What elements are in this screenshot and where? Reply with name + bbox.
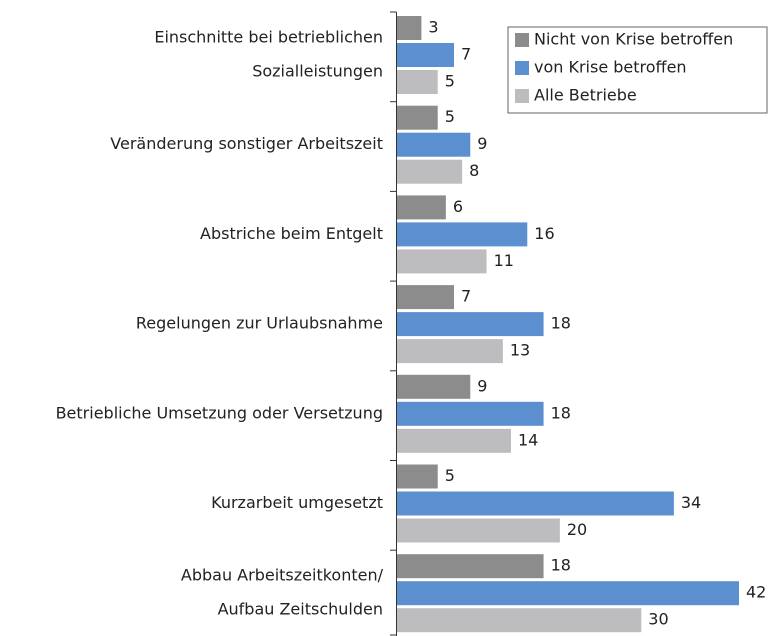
value-label: 3 xyxy=(428,18,438,37)
value-label: 30 xyxy=(648,610,668,629)
bar xyxy=(397,428,511,453)
legend-label: Alle Betriebe xyxy=(534,86,637,105)
bar xyxy=(397,608,642,633)
category-label: Abbau Arbeitszeitkonten/ xyxy=(181,566,384,585)
bar xyxy=(397,312,544,337)
value-label: 13 xyxy=(510,341,530,360)
category-label: Betriebliche Umsetzung oder Versetzung xyxy=(56,403,383,422)
value-label: 7 xyxy=(461,45,471,64)
legend-label: Nicht von Krise betroffen xyxy=(534,30,733,49)
bar xyxy=(397,249,487,274)
value-label: 18 xyxy=(551,314,571,333)
bar xyxy=(397,554,544,579)
category-label: Aufbau Zeitschulden xyxy=(218,600,383,619)
bar xyxy=(397,285,454,310)
value-label: 9 xyxy=(477,376,487,395)
bar xyxy=(397,491,674,516)
category-label: Veränderung sonstiger Arbeitszeit xyxy=(110,134,383,153)
bar xyxy=(397,374,471,399)
value-label: 34 xyxy=(681,493,701,512)
value-label: 16 xyxy=(534,224,554,243)
value-label: 6 xyxy=(453,197,463,216)
legend-swatch xyxy=(515,61,529,75)
legend-box xyxy=(507,26,768,114)
category-label: Abstriche beim Entgelt xyxy=(200,224,383,243)
value-label: 5 xyxy=(445,107,455,126)
bar xyxy=(397,195,446,220)
category-label: Sozialleistungen xyxy=(252,62,383,81)
bar xyxy=(397,16,422,40)
bar xyxy=(397,43,454,67)
category-label: Kurzarbeit umgesetzt xyxy=(211,493,383,512)
bar xyxy=(397,339,503,364)
bar xyxy=(397,222,528,247)
value-label: 11 xyxy=(494,251,514,270)
value-label: 42 xyxy=(746,583,766,602)
bar xyxy=(397,70,438,94)
value-label: 5 xyxy=(445,466,455,485)
bar xyxy=(397,159,463,184)
value-label: 9 xyxy=(477,134,487,153)
legend-swatch xyxy=(515,89,529,103)
legend-label: von Krise betroffen xyxy=(534,58,687,77)
value-label: 5 xyxy=(445,72,455,91)
category-label: Regelungen zur Urlaubsnahme xyxy=(136,314,383,333)
category-label: Einschnitte bei betrieblichen xyxy=(154,28,383,47)
value-label: 8 xyxy=(469,161,479,180)
bar xyxy=(397,132,471,157)
bar xyxy=(397,581,739,606)
value-label: 18 xyxy=(551,403,571,422)
value-label: 18 xyxy=(551,556,571,575)
bar xyxy=(397,105,438,130)
value-label: 20 xyxy=(567,520,587,539)
bar xyxy=(397,401,544,426)
value-label: 7 xyxy=(461,287,471,306)
legend-swatch xyxy=(515,33,529,47)
bar xyxy=(397,518,560,543)
bar xyxy=(397,464,438,489)
value-label: 14 xyxy=(518,430,538,449)
